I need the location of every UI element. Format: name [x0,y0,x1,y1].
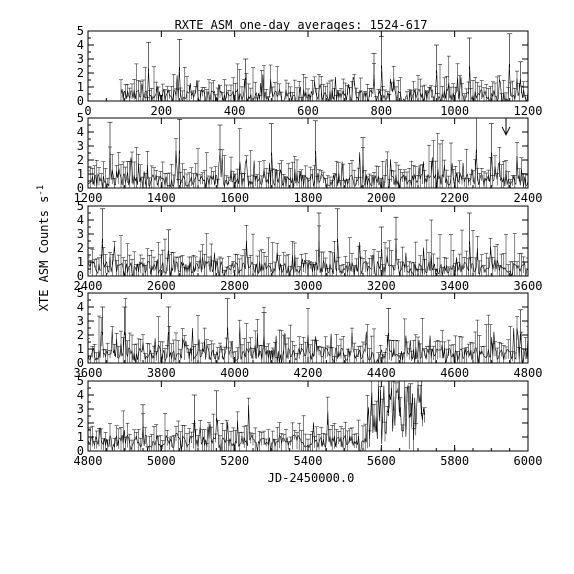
y-tick-label: 2 [77,153,84,167]
y-tick-label: 5 [77,111,84,125]
series-line [120,63,528,101]
y-tick-label: 3 [77,139,84,153]
x-tick-label: 4200 [294,366,323,380]
x-tick-label: 1400 [147,191,176,205]
y-tick-label: 5 [77,374,84,388]
series-line [88,384,425,451]
x-tick-label: 2200 [440,191,469,205]
x-tick-label: 6000 [514,454,543,468]
x-tick-label: 3600 [514,279,543,293]
y-axis-label: XTE ASM Counts s-1 [36,185,51,311]
x-tick-label: 3600 [74,366,103,380]
x-tick-label: 1200 [74,191,103,205]
y-tick-label: 5 [77,24,84,38]
y-tick-label: 1 [77,167,84,181]
y-tick-label: 4 [77,38,84,52]
x-tick-label: 4000 [220,366,249,380]
y-tick-label: 2 [77,328,84,342]
y-tick-label: 3 [77,314,84,328]
y-tick-label: 1 [77,255,84,269]
x-tick-label: 2400 [74,279,103,293]
error-bars [88,128,528,188]
y-tick-label: 4 [77,213,84,227]
x-tick-label: 3200 [367,279,396,293]
x-tick-label: 1800 [294,191,323,205]
y-tick-label: 1 [77,342,84,356]
x-axis-label: JD-2450000.0 [268,471,355,485]
x-tick-label: 5400 [294,454,323,468]
y-tick-label: 2 [77,416,84,430]
x-tick-label: 4600 [440,366,469,380]
x-tick-label: 2800 [220,279,249,293]
arrow-head [501,126,511,136]
x-tick-label: 4400 [367,366,396,380]
y-tick-label: 5 [77,199,84,213]
y-tick-label: 3 [77,52,84,66]
x-tick-label: 3000 [294,279,323,293]
x-tick-label: 1600 [220,191,249,205]
error-bars [88,298,528,363]
y-tick-label: 0 [77,181,84,195]
y-tick-label: 1 [77,80,84,94]
y-tick-label: 2 [77,241,84,255]
y-tick-label: 4 [77,300,84,314]
x-tick-label: 800 [370,104,392,118]
x-tick-label: 200 [150,104,172,118]
x-tick-label: 4800 [74,454,103,468]
x-tick-label: 2400 [514,191,543,205]
y-axis-label-exponent: -1 [36,185,46,196]
x-tick-label: 400 [224,104,246,118]
x-tick-label: 0 [84,104,91,118]
x-tick-label: 2600 [147,279,176,293]
y-tick-label: 1 [77,430,84,444]
y-tick-label: 4 [77,388,84,402]
x-tick-label: 600 [297,104,319,118]
y-tick-label: 4 [77,125,84,139]
x-tick-label: 1000 [440,104,469,118]
x-tick-label: 3800 [147,366,176,380]
x-tick-label: 2000 [367,191,396,205]
y-tick-label: 0 [77,269,84,283]
error-bars [88,381,427,451]
x-tick-label: 5800 [440,454,469,468]
error-bars [119,55,528,101]
y-tick-label: 0 [77,94,84,108]
x-tick-label: 4800 [514,366,543,380]
y-tick-label: 0 [77,356,84,370]
y-tick-label: 0 [77,444,84,458]
y-tick-label: 2 [77,66,84,80]
x-tick-label: 3400 [440,279,469,293]
x-tick-label: 1200 [514,104,543,118]
error-bars [88,219,528,276]
x-tick-label: 5000 [147,454,176,468]
y-tick-label: 3 [77,402,84,416]
y-axis-label-main: XTE ASM Counts s [37,196,51,312]
x-tick-label: 5600 [367,454,396,468]
x-tick-label: 5200 [220,454,249,468]
y-tick-label: 3 [77,227,84,241]
chart-title: RXTE ASM one-day averages: 1524-617 [175,18,428,32]
y-tick-label: 5 [77,286,84,300]
